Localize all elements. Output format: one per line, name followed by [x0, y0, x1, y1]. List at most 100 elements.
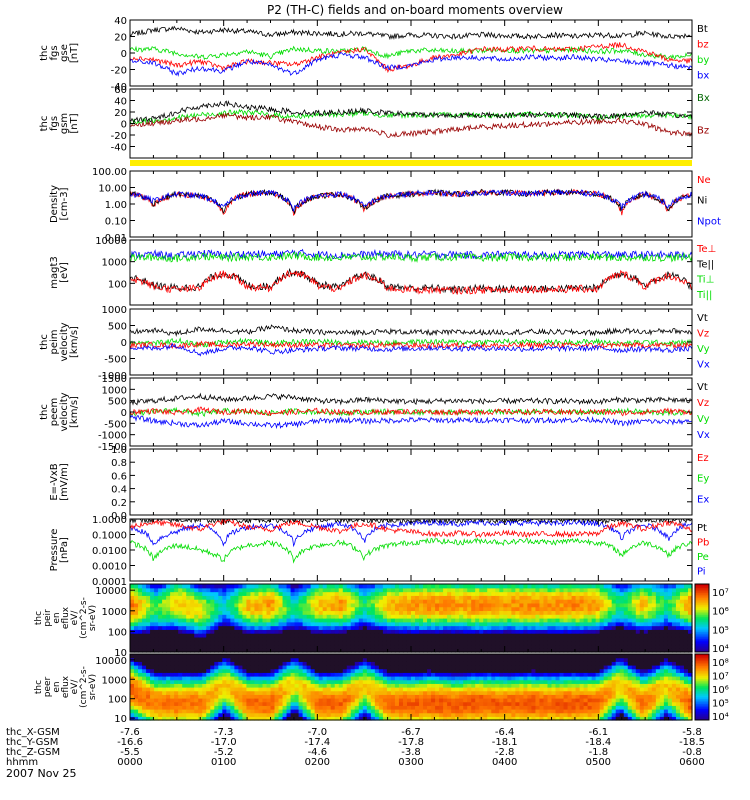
- spectrogram-cell: [330, 690, 336, 695]
- spectrogram-cell: [134, 595, 139, 600]
- spectrogram-cell: [210, 629, 215, 634]
- spectrogram-cell: [382, 595, 388, 600]
- spectrogram-cell: [270, 602, 276, 608]
- spectrogram-cell: [282, 654, 288, 659]
- spectrogram-cell: [411, 636, 416, 642]
- spectrogram-cell: [234, 610, 239, 615]
- spectrogram-cell: [423, 602, 428, 608]
- spectrogram-cell: [503, 661, 508, 666]
- spectrogram-cell: [575, 587, 581, 593]
- spectrogram-cell: [190, 683, 195, 688]
- spectrogram-cell: [515, 665, 520, 670]
- spectrogram-cell: [663, 633, 669, 638]
- spectrogram-cell: [366, 668, 372, 673]
- spectrogram-cell: [567, 644, 573, 649]
- spectrogram-cell: [134, 614, 139, 619]
- spectrogram-cell: [290, 618, 296, 623]
- spectrogram-cell: [246, 610, 252, 615]
- spectrogram-cell: [354, 665, 360, 670]
- spectrogram-cell: [415, 709, 420, 714]
- spectrogram-cell: [451, 694, 456, 699]
- spectrogram-cell: [463, 648, 468, 653]
- spectrogram-cell: [402, 614, 408, 619]
- spectrogram-cell: [278, 621, 284, 627]
- spectrogram-cell: [226, 668, 231, 673]
- spectrogram-cell: [202, 625, 207, 630]
- spectrogram-cell: [142, 683, 147, 688]
- spectrogram-cell: [655, 602, 661, 608]
- spectrogram-cell: [238, 683, 243, 688]
- spectrogram-cell: [479, 690, 484, 695]
- spectrogram-cell: [503, 625, 508, 630]
- spectrogram-cell: [439, 672, 444, 677]
- spectrogram-cell: [423, 629, 428, 634]
- spectrogram-cell: [278, 584, 284, 589]
- spectrogram-cell: [419, 636, 424, 642]
- spectrogram-cell: [415, 584, 420, 589]
- spectrogram-cell: [158, 610, 163, 615]
- spectrogram-cell: [334, 584, 340, 589]
- spectrogram-cell: [439, 690, 444, 695]
- spectrogram-cell: [302, 610, 308, 615]
- spectrogram-cell: [294, 665, 300, 670]
- spectrogram-cell: [326, 661, 332, 666]
- spectrogram-cell: [423, 599, 428, 604]
- spectrogram-cell: [411, 654, 416, 659]
- spectrogram-cell: [563, 633, 569, 638]
- spectrogram-cell: [134, 587, 139, 593]
- spectrogram-cell: [290, 705, 296, 710]
- spectrogram-cell: [322, 633, 328, 638]
- spectrogram-cell: [234, 705, 239, 710]
- spectrogram-cell: [194, 657, 199, 662]
- legend-entry: Vt: [697, 313, 708, 324]
- y-tick-label: -1000: [98, 371, 127, 382]
- spectrogram-cell: [374, 665, 380, 670]
- spectrogram-cell: [483, 698, 488, 703]
- spectrogram-cell: [330, 712, 336, 717]
- spectrogram-cell: [435, 625, 440, 630]
- spectrogram-cell: [258, 640, 264, 646]
- spectrogram-cell: [491, 716, 496, 721]
- spectrogram-cell: [222, 602, 227, 608]
- spectrogram-cell: [655, 625, 661, 630]
- spectrogram-cell: [515, 648, 520, 653]
- spectrogram-cell: [463, 676, 468, 681]
- spectrogram-cell: [491, 648, 496, 653]
- spectrogram-cell: [374, 591, 380, 596]
- spectrogram-cell: [563, 614, 569, 619]
- spectrogram-cell: [467, 672, 472, 677]
- spectrogram-cell: [647, 629, 653, 634]
- series-line-Vz: [130, 340, 692, 350]
- spectrogram-cell: [406, 625, 412, 630]
- spectrogram-cell: [406, 701, 412, 706]
- spectrogram-cell: [390, 629, 396, 634]
- spectrogram-cell: [443, 633, 448, 638]
- y-tick-label: 1500: [102, 374, 127, 385]
- spectrogram-cell: [302, 661, 308, 666]
- spectrogram-cell: [563, 618, 569, 623]
- spectrogram-cell: [314, 599, 320, 604]
- spectrogram-cell: [294, 595, 300, 600]
- spectrogram-cell: [134, 690, 139, 695]
- spectrogram-cell: [286, 610, 292, 615]
- spectrogram-cell: [394, 687, 400, 692]
- spectrogram-cell: [270, 625, 276, 630]
- spectrogram-cell: [282, 694, 288, 699]
- spectrogram-cell: [170, 654, 175, 659]
- spectrogram-cell: [234, 587, 239, 593]
- spectrogram-cell: [234, 672, 239, 677]
- spectrogram-cell: [366, 629, 372, 634]
- spectrogram-cell: [527, 640, 533, 646]
- spectrogram-cell: [254, 705, 260, 710]
- spectrogram-cell: [515, 683, 520, 688]
- spectrogram-cell: [398, 705, 404, 710]
- spectrogram-cell: [270, 654, 276, 659]
- spectrogram-cell: [687, 629, 693, 634]
- spectrogram-cell: [459, 679, 464, 684]
- spectrogram-cell: [286, 683, 292, 688]
- spectrogram-cell: [198, 595, 203, 600]
- spectrogram-cell: [170, 694, 175, 699]
- spectrogram-cell: [346, 621, 352, 627]
